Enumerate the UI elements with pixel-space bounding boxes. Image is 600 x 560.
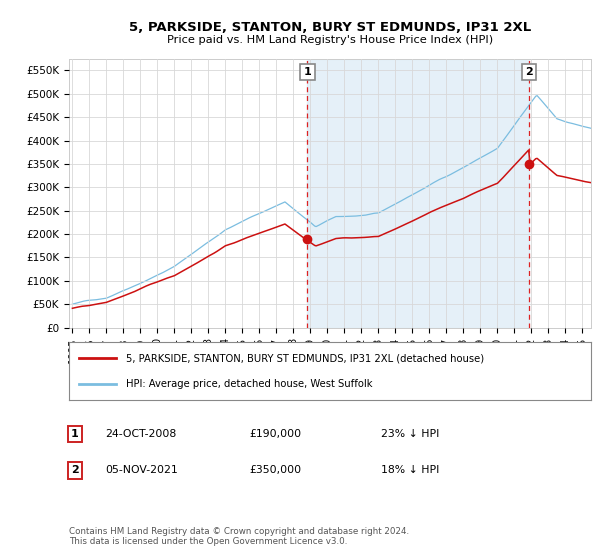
Text: £350,000: £350,000 [249,465,301,475]
Text: 18% ↓ HPI: 18% ↓ HPI [381,465,439,475]
Text: Price paid vs. HM Land Registry's House Price Index (HPI): Price paid vs. HM Land Registry's House … [167,35,493,45]
Text: 1: 1 [71,429,79,439]
Text: 24-OCT-2008: 24-OCT-2008 [105,429,176,439]
Text: 05-NOV-2021: 05-NOV-2021 [105,465,178,475]
Text: 5, PARKSIDE, STANTON, BURY ST EDMUNDS, IP31 2XL: 5, PARKSIDE, STANTON, BURY ST EDMUNDS, I… [129,21,531,34]
Text: HPI: Average price, detached house, West Suffolk: HPI: Average price, detached house, West… [127,379,373,389]
Text: 2: 2 [71,465,79,475]
Text: Contains HM Land Registry data © Crown copyright and database right 2024.
This d: Contains HM Land Registry data © Crown c… [69,526,409,546]
Text: 1: 1 [304,67,311,77]
Bar [307,59,529,328]
Text: 23% ↓ HPI: 23% ↓ HPI [381,429,439,439]
Text: 5, PARKSIDE, STANTON, BURY ST EDMUNDS, IP31 2XL (detached house): 5, PARKSIDE, STANTON, BURY ST EDMUNDS, I… [127,353,485,363]
Text: £190,000: £190,000 [249,429,301,439]
Text: 2: 2 [525,67,533,77]
